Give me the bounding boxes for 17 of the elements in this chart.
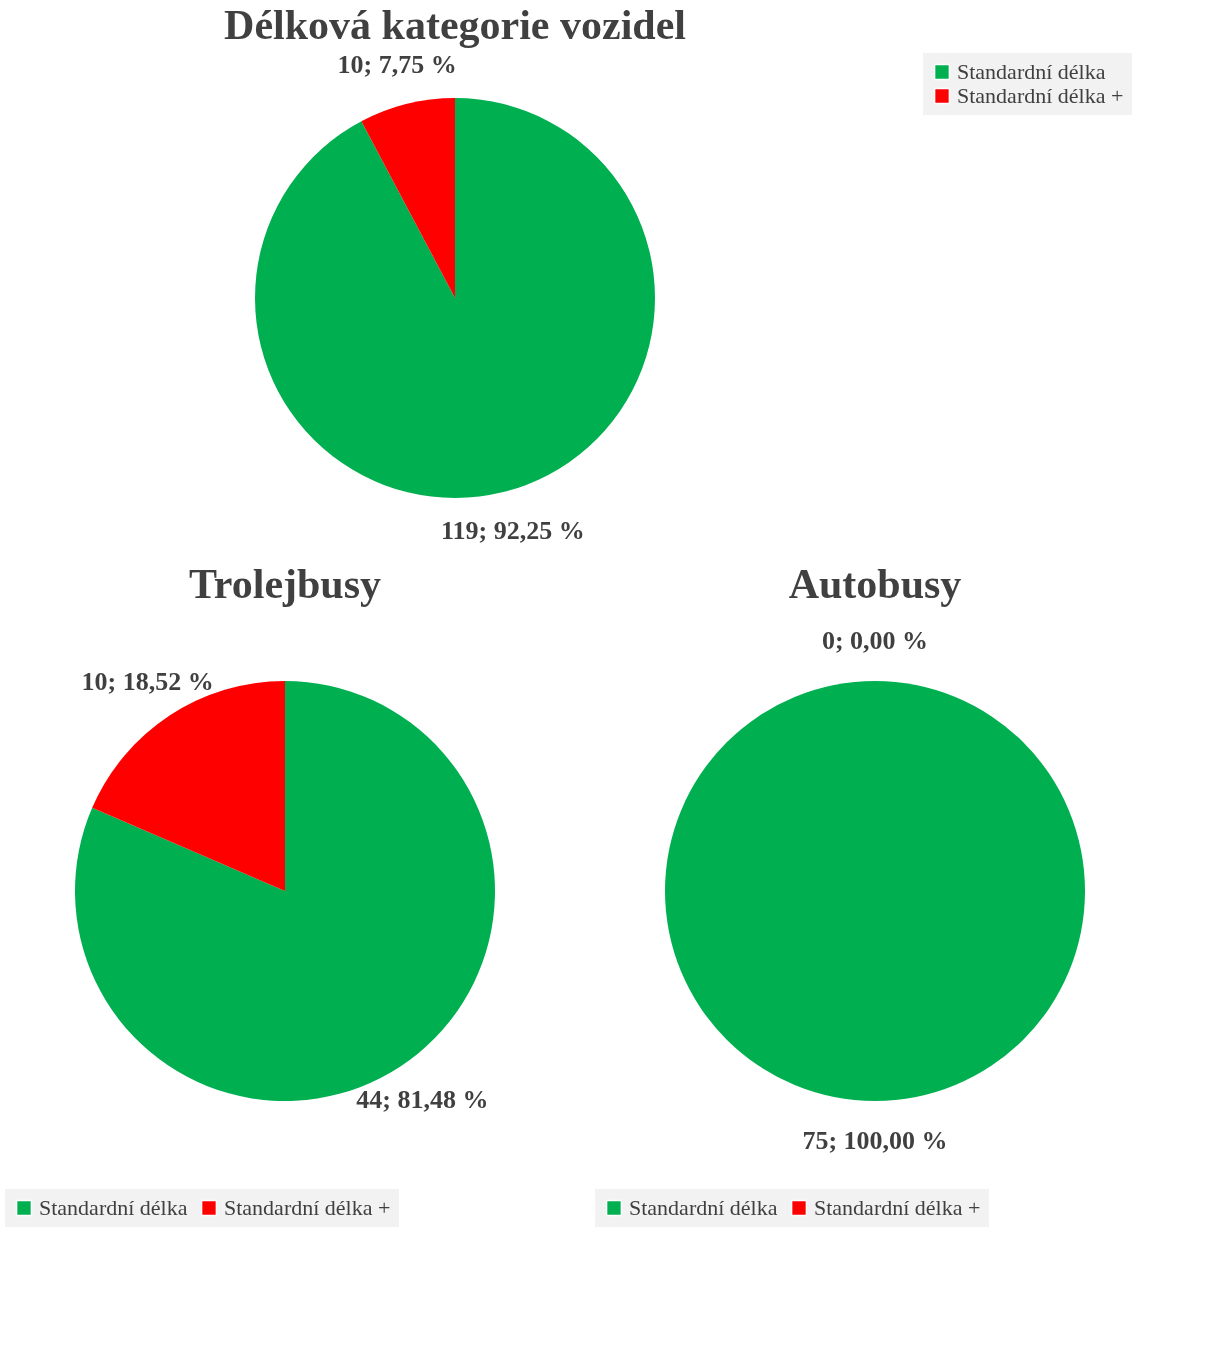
chart-title: Autobusy [788, 561, 962, 607]
text: 0; 0,00 % [821, 626, 929, 655]
pie-slice [255, 98, 655, 498]
data-label: 44; 81,48 % [356, 1084, 489, 1114]
pie-slice [361, 98, 455, 298]
chart-title: Trolejbusy [188, 561, 382, 607]
data-label: 10; 7,75 % [337, 50, 457, 80]
chart-title: Délková kategorie vozidel [224, 2, 686, 49]
data-label: 75; 100,00 % [802, 1126, 948, 1155]
legend-label: Standardní délka [629, 1195, 778, 1220]
legend-label: Standardní délka [957, 59, 1106, 84]
data-label: 119; 92,25 % [441, 515, 585, 545]
legend-label: Standardní délka [39, 1195, 188, 1220]
legend-label: Standardní délka + [224, 1195, 391, 1220]
data-label: 10; 18,52 % [81, 667, 214, 697]
legend-label: Standardní délka + [814, 1195, 981, 1220]
legend-label: Standardní délka + [957, 83, 1124, 108]
